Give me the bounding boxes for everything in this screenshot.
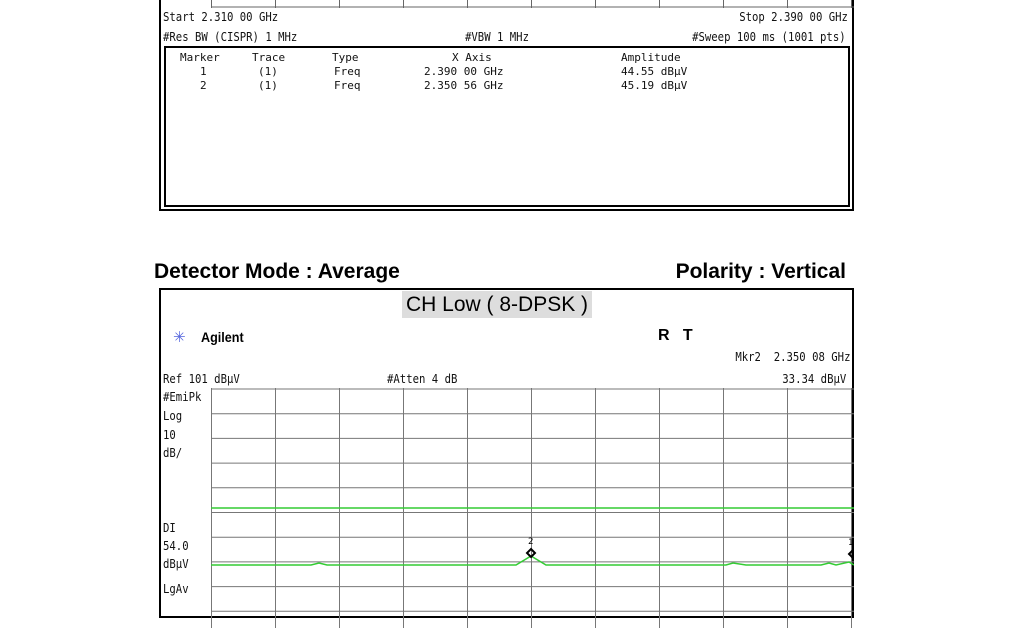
display-line-value: 54.0 — [163, 538, 189, 553]
trace — [211, 555, 854, 566]
polarity: Polarity : Vertical — [675, 260, 846, 283]
cell: (1) — [258, 79, 278, 92]
marker-1: 1 — [847, 538, 854, 560]
plot-title: CH Low ( 8-DPSK ) — [402, 291, 593, 318]
spectrum-plot: 2 1 — [211, 388, 854, 628]
marker-amplitude: 33.34 dBμV — [782, 371, 846, 386]
averaging-label: LgAv — [163, 581, 189, 596]
cell: 1 — [200, 65, 207, 78]
brand: Agilent — [201, 329, 244, 345]
attenuation: #Atten 4 dB — [387, 371, 458, 386]
cell: 2.390 00 GHz — [424, 65, 504, 78]
cell: Freq — [334, 79, 361, 92]
marker-1-label: 1 — [848, 538, 853, 548]
top-analyzer-screenshot: Start 2.310 00 GHz Stop 2.390 00 GHz #Re… — [159, 0, 854, 211]
cell: 45.19 dBμV — [621, 79, 688, 92]
scale-unit: dB/ — [163, 445, 183, 460]
sweep: #Sweep 100 ms (1001 pts) — [692, 29, 846, 44]
cell: (1) — [258, 65, 278, 78]
cell: 44.55 dBμV — [621, 65, 688, 78]
detector-mode: Detector Mode : Average — [154, 260, 400, 283]
marker-2: 2 — [525, 537, 537, 559]
col-xaxis: X Axis — [452, 51, 492, 64]
marker-table: Marker Trace Type X Axis Amplitude 1 (1)… — [164, 46, 850, 207]
scale-type: Log — [163, 408, 183, 423]
cell: 2 — [200, 79, 207, 92]
marker-2-label: 2 — [528, 537, 533, 547]
cell: 2.350 56 GHz — [424, 79, 504, 92]
display-line-unit: dBμV — [163, 556, 189, 571]
col-trace: Trace — [252, 51, 286, 64]
stop-freq: Stop 2.390 00 GHz — [739, 9, 848, 24]
agilent-logo-icon: ✳ — [173, 328, 186, 346]
ref-level: Ref 101 dBμV — [163, 371, 240, 386]
col-marker: Marker — [180, 51, 220, 64]
bottom-analyzer-screenshot: CH Low ( 8-DPSK ) ✳ Agilent R T Mkr2 2.3… — [159, 288, 854, 628]
start-freq: Start 2.310 00 GHz — [163, 9, 279, 24]
graticule — [211, 388, 854, 628]
cell: Freq — [334, 65, 361, 78]
marker-freq: Mkr2 2.350 08 GHz — [734, 349, 850, 364]
display-line-label: DI — [163, 520, 176, 535]
col-amplitude: Amplitude — [621, 51, 681, 64]
scale-value: 10 — [163, 427, 176, 442]
col-type: Type — [332, 51, 359, 64]
vbw: #VBW 1 MHz — [465, 29, 529, 44]
status: R T — [658, 327, 693, 344]
res-bw: #Res BW (CISPR) 1 MHz — [163, 29, 298, 44]
top-grid-remnant — [211, 0, 854, 8]
detector-label: #EmiPk — [163, 389, 202, 404]
